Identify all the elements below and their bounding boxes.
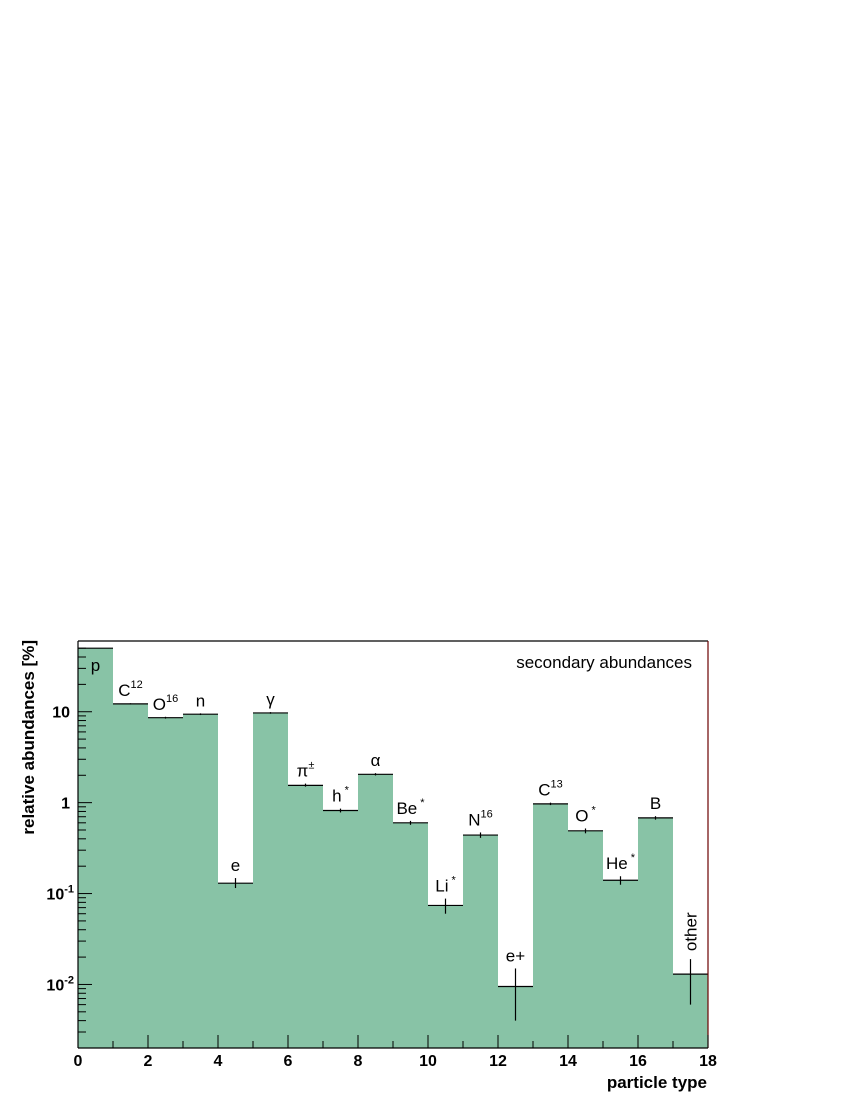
bar-label-superscript: 16 <box>166 693 178 705</box>
bar-label: n <box>196 691 205 710</box>
bar-label-text: n <box>196 691 205 710</box>
bar-label-superscript: * <box>345 785 350 797</box>
bar-label-superscript: * <box>631 852 636 864</box>
y-tick-label: 10-1 <box>46 884 74 904</box>
x-tick-label: 18 <box>699 1053 717 1070</box>
bar <box>463 835 498 1048</box>
bar <box>218 883 253 1048</box>
x-tick-label: 10 <box>419 1053 437 1070</box>
bar-label-text: He <box>606 854 628 873</box>
bar <box>638 817 673 1048</box>
bar <box>533 803 568 1048</box>
bar-label: π± <box>297 760 315 781</box>
x-tick-label: 14 <box>559 1053 577 1070</box>
bar <box>253 712 288 1048</box>
bar-label-superscript: 12 <box>131 679 143 691</box>
bar-label-text: e <box>231 856 240 875</box>
y-tick-label: 10-2 <box>46 974 74 994</box>
x-axis-title: particle type <box>607 1073 707 1092</box>
axes-layer: 0 2 4 6 8 10 12 14 16 18 10-2 10-1 1 10 <box>46 640 717 1070</box>
bar-label-text: h <box>332 787 341 806</box>
bar-label: e <box>231 856 240 875</box>
bar-label: e+ <box>506 946 525 965</box>
bar <box>603 880 638 1048</box>
bar <box>393 822 428 1048</box>
bar-label-text: O <box>153 695 166 714</box>
bar-label-text: π <box>297 762 309 781</box>
bar-label-superscript: 16 <box>481 808 493 820</box>
x-tick-label: 4 <box>214 1053 223 1070</box>
bar-label: α <box>371 751 381 770</box>
bar-label: O16 <box>153 693 178 714</box>
bar <box>358 774 393 1048</box>
bar-label: N16 <box>468 808 493 829</box>
x-tick-label: 16 <box>629 1053 647 1070</box>
bar-label-text: N <box>468 810 480 829</box>
bar <box>78 648 113 1048</box>
bar-label: C12 <box>118 679 143 700</box>
bar-label: O * <box>575 804 596 825</box>
bar <box>113 703 148 1048</box>
x-tick-label: 2 <box>144 1053 153 1070</box>
bar-label-superscript: 13 <box>551 779 563 791</box>
legend-text: secondary abundances <box>516 653 692 672</box>
x-tick-label: 0 <box>74 1053 83 1070</box>
bar <box>288 785 323 1048</box>
bar-label-text: α <box>371 751 381 770</box>
bar <box>148 717 183 1048</box>
bar-label-superscript: ± <box>308 760 314 772</box>
y-axis-title: relative abundances [%] <box>19 640 38 835</box>
bars-layer <box>78 647 708 1048</box>
bar-label: h * <box>332 785 349 806</box>
y-tick-label: 1 <box>61 796 70 813</box>
bar-label-text: γ <box>266 690 275 709</box>
error-bars-layer <box>129 703 692 1021</box>
bar-label-superscript: * <box>591 804 596 816</box>
bar-label-text: C <box>118 681 130 700</box>
bar-label: other <box>682 912 701 951</box>
bar-label: Li * <box>435 875 456 896</box>
bar-label: γ <box>266 690 275 709</box>
bar-label: p <box>91 656 100 675</box>
bar-label-superscript: * <box>420 797 425 809</box>
bar <box>568 830 603 1048</box>
bar <box>323 810 358 1048</box>
bar-label: C13 <box>538 779 563 800</box>
bar-label: Be * <box>396 797 425 818</box>
bar-label: He * <box>606 852 636 873</box>
bar-label-text: Li <box>435 877 448 896</box>
x-tick-label: 6 <box>284 1053 293 1070</box>
bar-label-text: C <box>538 781 550 800</box>
bar-label-superscript: * <box>451 875 456 887</box>
bar-label-text: O <box>575 806 588 825</box>
bar-label: B <box>650 794 661 813</box>
bar-label-text: e+ <box>506 946 525 965</box>
bar-label-text: Be <box>396 799 417 818</box>
bar-label-text: p <box>91 656 100 675</box>
y-tick-label: 10 <box>52 705 70 722</box>
x-tick-label: 12 <box>489 1053 507 1070</box>
bar-label-text: B <box>650 794 661 813</box>
bar <box>428 905 463 1048</box>
bar <box>183 714 218 1048</box>
x-tick-label: 8 <box>354 1053 363 1070</box>
